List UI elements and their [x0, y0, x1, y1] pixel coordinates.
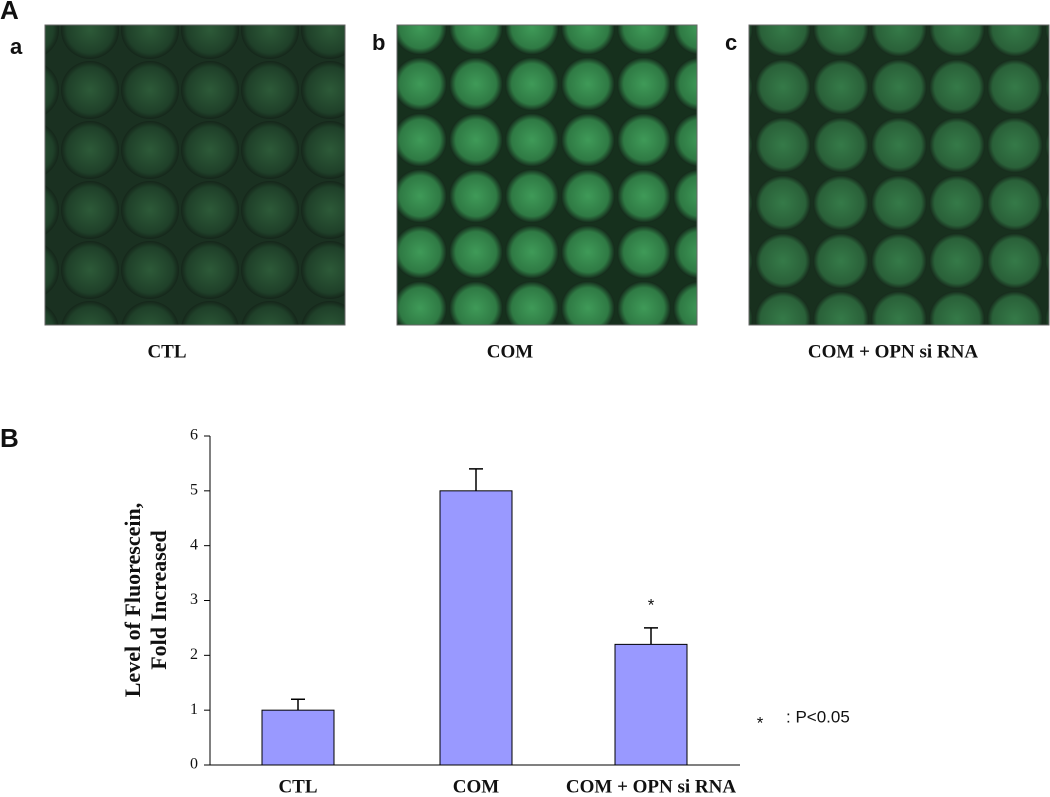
y-tick-label: 5 [190, 482, 198, 499]
note-symbol: * [757, 713, 764, 732]
y-tick-label: 1 [190, 701, 198, 718]
error-bar [469, 468, 483, 491]
image-caption: COM [487, 341, 534, 362]
panel-label: B [0, 423, 19, 453]
image-caption: CTL [147, 341, 186, 362]
y-tick-label: 3 [190, 591, 198, 608]
micrograph [748, 24, 1050, 326]
error-bar [644, 627, 658, 645]
y-tick-label: 0 [190, 756, 198, 773]
y-axis-label: Level of Fluorescein, [120, 503, 145, 698]
x-tick-label: COM + OPN si RNA [566, 776, 736, 797]
y-tick-label: 4 [190, 536, 198, 553]
x-tick-label: CTL [278, 776, 317, 797]
significance-mark: * [648, 595, 655, 614]
micrograph [396, 24, 698, 326]
y-axis-label: Fold Increased [146, 530, 171, 670]
y-tick-label: 6 [190, 427, 198, 444]
image-label: b [372, 30, 385, 55]
image-label: c [725, 30, 737, 55]
note-text: : P<0.05 [786, 707, 850, 726]
micrograph [44, 24, 346, 326]
error-bar [291, 698, 305, 711]
bar [439, 490, 513, 766]
y-tick-label: 2 [190, 646, 198, 663]
bar [261, 709, 335, 766]
image-label: a [10, 34, 23, 59]
x-tick-label: COM [453, 776, 500, 797]
bar [614, 643, 688, 766]
image-caption: COM + OPN si RNA [808, 341, 978, 362]
panel-label: A [0, 0, 19, 25]
